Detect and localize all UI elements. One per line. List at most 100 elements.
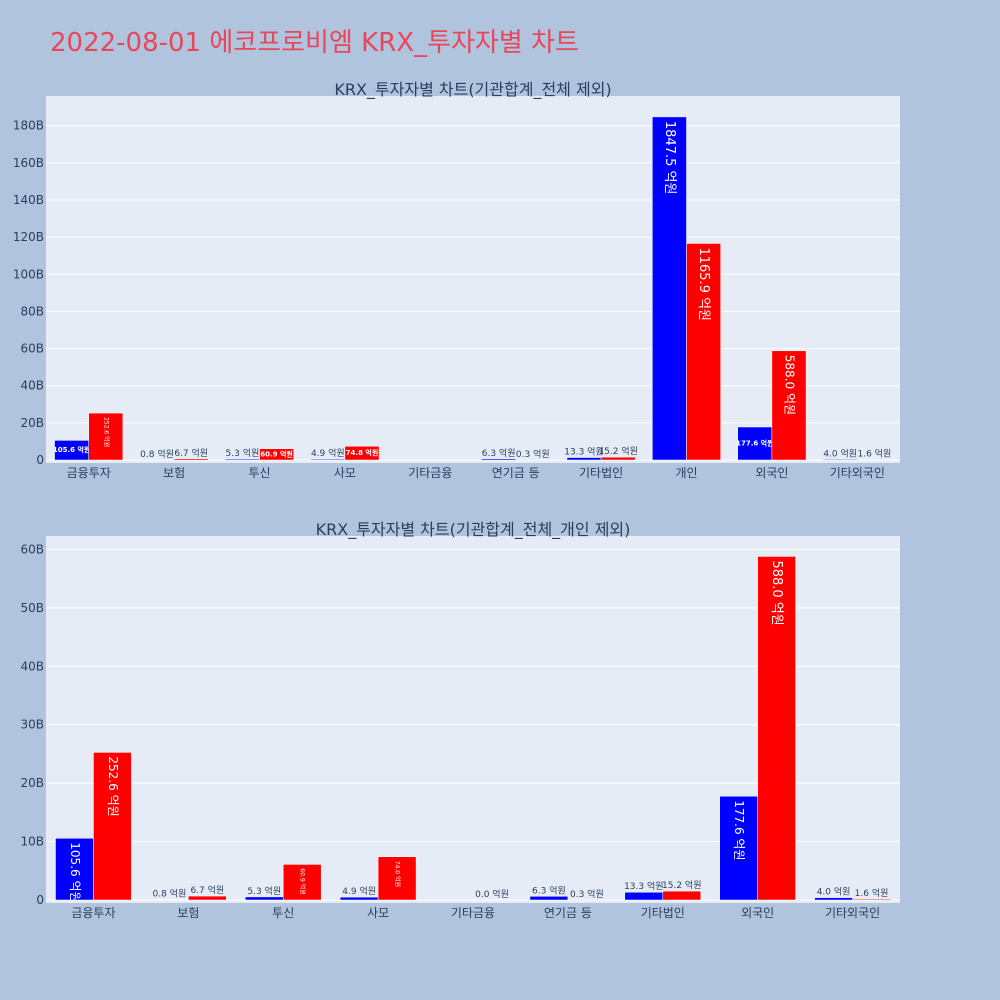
x-tick-label: 금융투자 [67,466,111,480]
data-label: 177.6 억원 [732,800,746,860]
data-label: 6.3 억원 [532,884,566,896]
bar-sell [173,458,209,461]
bar-buy [225,458,260,461]
x-tick-label: 기타법인 [579,466,623,480]
data-label: 1165.9 억원 [696,247,711,321]
data-label: 6.7 억원 [190,884,224,896]
bar-buy [737,426,773,461]
data-label: 0.8 억원 [152,888,186,900]
x-tick-label: 기타법인 [641,906,685,920]
bar-buy [339,896,379,901]
x-tick-label: 기타금융 [408,466,452,480]
chart-title: KRX_투자자별 차트(기관합계_전체 제외) [334,80,611,100]
bar-buy [566,457,602,461]
bar-buy [719,795,758,901]
bar-buy [814,897,853,901]
data-label: 74.0 억원 [394,861,402,887]
data-label: 588.0 억원 [769,560,784,625]
data-label: 13.3 억원 [624,880,663,892]
data-label: 6.7 억원 [174,447,208,459]
data-label: 15.2 억원 [662,879,701,891]
bar-sell [282,864,322,901]
data-label: 1.6 억원 [855,887,889,899]
data-label: 4.9 억원 [342,885,376,897]
x-tick-label: 외국인 [755,466,788,480]
x-tick-label: 사모 [367,906,389,920]
data-label: 5.3 억원 [247,885,281,897]
data-label: 105.6 억원 [53,445,90,454]
y-tick-label: 60B [20,542,44,556]
y-tick-label: 80B [20,304,44,318]
bar-buy [310,458,346,461]
data-label: 60.9 억원 [299,868,307,894]
bar-sell [852,898,891,901]
x-tick-label: 투신 [272,906,294,920]
x-tick-label: 보험 [177,906,199,920]
data-label: 60.9 억원 [260,449,293,458]
data-label: 15.2 억원 [598,445,637,457]
y-tick-label: 40B [20,659,44,673]
data-label: 1847.5 억원 [662,121,677,195]
bar-sell [662,890,701,901]
x-tick-label: 연기금 등 [492,466,540,480]
bar-buy [55,838,94,901]
x-tick-label: 금융투자 [71,906,115,920]
x-tick-label: 사모 [334,466,356,480]
y-tick-label: 10B [20,835,44,849]
x-tick-label: 개인 [675,466,697,480]
y-tick-label: 140B [13,193,44,207]
x-tick-label: 기타금융 [451,906,495,920]
bar-buy [624,891,664,901]
bar-sell [686,243,721,461]
chart-title: KRX_투자자별 차트(기관합계_전체_개인 제외) [316,520,631,540]
data-label: 1.6 억원 [858,448,892,460]
y-tick-label: 100B [13,267,44,281]
chart-institution-excluded: KRX_투자자별 차트(기관합계_전체 제외) 0 20B 40B 60B 80B 100B… [13,80,900,480]
y-tick-label: 30B [20,718,44,732]
data-label: 0.3 억원 [516,448,550,460]
data-label: 0.8 억원 [140,448,174,460]
data-label: 74.8 억원 [346,448,379,457]
bar-sell [93,752,132,901]
y-tick-label: 0 [36,453,44,467]
bar-buy [652,116,687,461]
y-tick-label: 40B [20,379,44,393]
page-title: 2022-08-01 에코프로비엠 KRX_투자자별 차트 [50,28,579,58]
y-tick-label: 180B [13,119,44,133]
data-label: 252.6 억원 [102,417,110,447]
bar-buy [529,896,569,901]
data-label: 252.6 억원 [106,756,120,816]
y-tick-label: 120B [13,230,44,244]
data-label: 0.0 억원 [475,888,509,900]
data-label: 4.9 억원 [311,447,345,459]
plot-area [46,96,900,463]
y-tick-label: 50B [20,601,44,615]
bar-sell [88,412,124,461]
data-label: 4.0 억원 [823,447,857,459]
bar-sell [377,856,417,901]
y-tick-label: 20B [20,416,44,430]
bar-sell [600,456,636,461]
y-tick-label: 160B [13,156,44,170]
bar-sell [344,446,380,461]
data-label: 13.3 억원 [564,446,603,458]
data-label: 5.3 억원 [226,447,260,459]
bar-buy [822,459,858,461]
y-tick-label: 20B [20,776,44,790]
y-tick-label: 0 [36,893,44,907]
x-tick-label: 기타외국인 [830,466,885,480]
bar-sell [188,895,227,901]
data-label: 0.3 억원 [570,888,604,900]
bar-sell [757,556,796,901]
chart-individual-excluded: KRX_투자자별 차트(기관합계_전체_개인 제외) 0 10B 20B 30B 40B 5… [20,520,900,920]
data-label: 6.3 억원 [482,447,516,459]
bar-buy [245,896,284,901]
x-tick-label: 투신 [248,466,270,480]
bar-sell [771,350,807,461]
y-tick-label: 60B [20,342,44,356]
data-label: 4.0 억원 [817,886,851,898]
x-tick-label: 기타외국인 [825,906,880,920]
x-tick-label: 외국인 [741,906,774,920]
data-label: 177.6 억원 [736,439,773,448]
